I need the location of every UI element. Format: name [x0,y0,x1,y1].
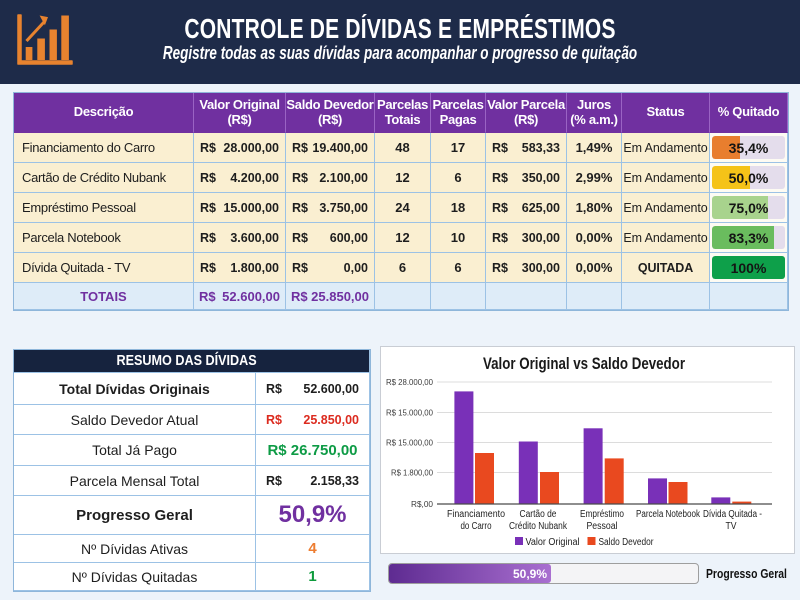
svg-text:R$,00: R$,00 [411,499,433,509]
svg-text:TV: TV [726,521,737,532]
svg-text:Parcela Notebook: Parcela Notebook [636,509,701,520]
svg-text:Valor Original: Valor Original [526,537,580,548]
svg-text:Valor Original vs Saldo Devedo: Valor Original vs Saldo Devedor [483,355,685,373]
svg-text:Dívida Quitada -: Dívida Quitada - [703,509,762,520]
svg-text:Crédito Nubank: Crédito Nubank [509,521,568,532]
svg-text:Cartão de: Cartão de [520,509,557,520]
svg-text:R$ 15.000,00: R$ 15.000,00 [386,438,433,448]
svg-text:R$ 28.000,00: R$ 28.000,00 [386,377,433,387]
svg-text:R$ 15.000,00: R$ 15.000,00 [386,408,433,418]
svg-text:Pessoal: Pessoal [587,521,618,532]
svg-text:Empréstimo: Empréstimo [580,509,624,520]
svg-text:do Carro: do Carro [461,521,492,532]
svg-text:Financiamento: Financiamento [447,509,505,520]
svg-text:Saldo Devedor: Saldo Devedor [599,537,655,548]
svg-text:R$ 1.800,00: R$ 1.800,00 [391,468,433,478]
